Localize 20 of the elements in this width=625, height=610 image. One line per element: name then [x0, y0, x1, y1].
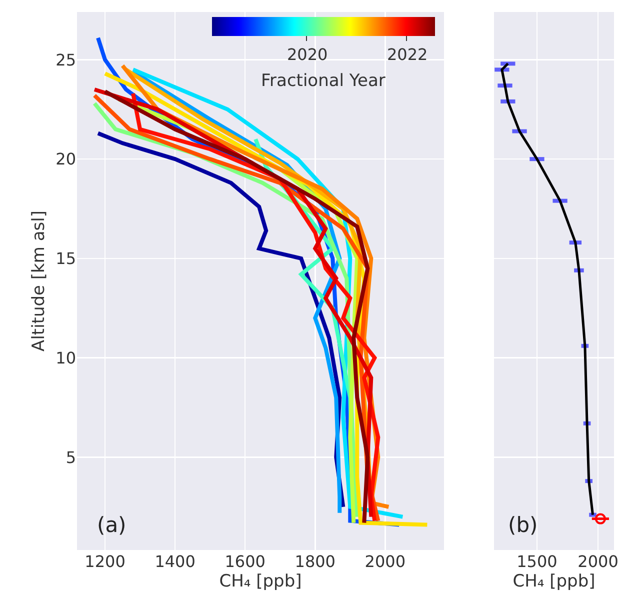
y-tick-label: 15	[56, 249, 76, 268]
x-axis-title: CH₄ [ppb]	[512, 571, 596, 592]
annotation: 2020	[287, 45, 328, 64]
x-axis-title: CH₄ [ppb]	[219, 571, 302, 592]
x-tick-label: 2000	[578, 552, 618, 571]
y-tick-label: 10	[56, 348, 76, 368]
annotation: 2022	[387, 45, 428, 64]
x-tick-label: 1800	[294, 552, 336, 571]
y-tick-label: 25	[56, 50, 76, 70]
x-tick-label: 1600	[224, 552, 266, 571]
x-tick-label: 1200	[84, 552, 126, 571]
y-tick-label: 5	[66, 448, 76, 467]
y-axis-title: Altitude [km asl]	[29, 210, 50, 352]
y-tick-label: 20	[56, 150, 76, 169]
annotation: (a)	[97, 513, 126, 537]
annotation: (b)	[508, 513, 538, 537]
x-tick-label: 1500	[516, 552, 558, 571]
x-tick-label: 1400	[154, 552, 196, 571]
annotation: Fractional Year	[261, 71, 386, 91]
x-tick-label: 2000	[364, 552, 406, 571]
